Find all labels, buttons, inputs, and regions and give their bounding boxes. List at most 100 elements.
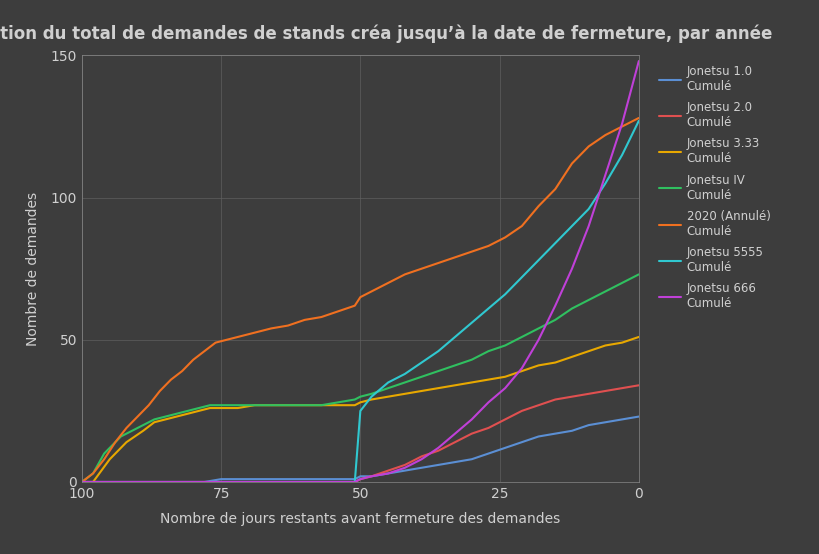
Line: Jonetsu 1.0
Cumulé: Jonetsu 1.0 Cumulé xyxy=(82,417,639,482)
Jonetsu 2.0
Cumulé xyxy=(350,479,360,485)
Jonetsu 1.0
Cumulé xyxy=(383,470,393,477)
Jonetsu 666
Cumulé xyxy=(149,479,159,485)
Jonetsu IV
Cumulé xyxy=(172,411,182,417)
2020 (Annulé)
Cumulé xyxy=(517,223,527,229)
Jonetsu 1.0
Cumulé xyxy=(417,464,427,471)
2020 (Annulé)
Cumulé xyxy=(77,479,87,485)
Jonetsu 666
Cumulé xyxy=(383,470,393,477)
Jonetsu 5555
Cumulé xyxy=(149,479,159,485)
Jonetsu 5555
Cumulé xyxy=(200,479,210,485)
Jonetsu 2.0
Cumulé xyxy=(584,391,594,397)
Jonetsu 1.0
Cumulé xyxy=(350,476,360,483)
Jonetsu 3.33
Cumulé xyxy=(161,416,170,423)
Jonetsu IV
Cumulé xyxy=(194,405,204,412)
Jonetsu 2.0
Cumulé xyxy=(116,479,126,485)
2020 (Annulé)
Cumulé xyxy=(244,331,254,337)
Jonetsu 3.33
Cumulé xyxy=(183,411,192,417)
Line: Jonetsu 2.0
Cumulé: Jonetsu 2.0 Cumulé xyxy=(82,385,639,482)
2020 (Annulé)
Cumulé xyxy=(133,413,143,420)
Jonetsu IV
Cumulé xyxy=(316,402,326,408)
Jonetsu 5555
Cumulé xyxy=(166,479,176,485)
Jonetsu 5555
Cumulé xyxy=(483,305,493,312)
Jonetsu 2.0
Cumulé xyxy=(355,476,365,483)
Jonetsu 3.33
Cumulé xyxy=(88,479,98,485)
Jonetsu 2.0
Cumulé xyxy=(433,448,443,454)
Jonetsu 1.0
Cumulé xyxy=(116,479,126,485)
2020 (Annulé)
Cumulé xyxy=(283,322,293,329)
Jonetsu 3.33
Cumulé xyxy=(550,359,560,366)
2020 (Annulé)
Cumulé xyxy=(483,243,493,249)
Jonetsu 666
Cumulé xyxy=(250,479,260,485)
Jonetsu 5555
Cumulé xyxy=(216,479,226,485)
Jonetsu 2.0
Cumulé xyxy=(250,479,260,485)
Jonetsu IV
Cumulé xyxy=(333,399,343,406)
Jonetsu 1.0
Cumulé xyxy=(166,479,176,485)
Jonetsu 5555
Cumulé xyxy=(283,479,293,485)
Jonetsu IV
Cumulé xyxy=(534,325,544,332)
Jonetsu 666
Cumulé xyxy=(400,464,410,471)
2020 (Annulé)
Cumulé xyxy=(233,334,242,340)
Jonetsu 5555
Cumulé xyxy=(467,320,477,326)
Jonetsu 3.33
Cumulé xyxy=(600,342,610,349)
Jonetsu 666
Cumulé xyxy=(316,479,326,485)
Jonetsu 2.0
Cumulé xyxy=(88,479,98,485)
Jonetsu 2.0
Cumulé xyxy=(283,479,293,485)
Jonetsu IV
Cumulé xyxy=(88,470,98,477)
Jonetsu 666
Cumulé xyxy=(433,444,443,451)
Jonetsu 3.33
Cumulé xyxy=(194,408,204,414)
Jonetsu 2.0
Cumulé xyxy=(149,479,159,485)
Jonetsu IV
Cumulé xyxy=(367,391,377,397)
Jonetsu IV
Cumulé xyxy=(99,450,109,457)
Jonetsu 5555
Cumulé xyxy=(99,479,109,485)
Jonetsu 3.33
Cumulé xyxy=(316,402,326,408)
Jonetsu 666
Cumulé xyxy=(467,416,477,423)
Jonetsu 1.0
Cumulé xyxy=(316,476,326,483)
Jonetsu 1.0
Cumulé xyxy=(550,430,560,437)
Jonetsu 3.33
Cumulé xyxy=(517,368,527,375)
Jonetsu 1.0
Cumulé xyxy=(300,476,310,483)
Jonetsu IV
Cumulé xyxy=(550,316,560,323)
Jonetsu 5555
Cumulé xyxy=(133,479,143,485)
2020 (Annulé)
Cumulé xyxy=(188,356,198,363)
Jonetsu 666
Cumulé xyxy=(634,58,644,64)
Jonetsu 666
Cumulé xyxy=(216,479,226,485)
Jonetsu 1.0
Cumulé xyxy=(584,422,594,428)
Jonetsu 5555
Cumulé xyxy=(500,291,510,297)
2020 (Annulé)
Cumulé xyxy=(400,271,410,278)
Jonetsu 2.0
Cumulé xyxy=(216,479,226,485)
Jonetsu 666
Cumulé xyxy=(417,456,427,463)
Jonetsu 666
Cumulé xyxy=(350,479,360,485)
Jonetsu IV
Cumulé xyxy=(205,402,215,408)
Jonetsu 3.33
Cumulé xyxy=(350,402,360,408)
Jonetsu 666
Cumulé xyxy=(333,479,343,485)
Jonetsu 5555
Cumulé xyxy=(584,206,594,212)
Jonetsu IV
Cumulé xyxy=(233,402,242,408)
Jonetsu 3.33
Cumulé xyxy=(300,402,310,408)
Jonetsu 666
Cumulé xyxy=(200,479,210,485)
Jonetsu 5555
Cumulé xyxy=(350,479,360,485)
Jonetsu 3.33
Cumulé xyxy=(383,393,393,400)
Jonetsu 1.0
Cumulé xyxy=(517,439,527,445)
Jonetsu 3.33
Cumulé xyxy=(467,379,477,386)
Jonetsu 1.0
Cumulé xyxy=(149,479,159,485)
Jonetsu 666
Cumulé xyxy=(367,473,377,480)
Jonetsu 2.0
Cumulé xyxy=(567,393,577,400)
Line: 2020 (Annulé)
Cumulé: 2020 (Annulé) Cumulé xyxy=(82,118,639,482)
Jonetsu 666
Cumulé xyxy=(483,399,493,406)
Jonetsu 3.33
Cumulé xyxy=(283,402,293,408)
Jonetsu 2.0
Cumulé xyxy=(500,416,510,423)
Jonetsu 1.0
Cumulé xyxy=(200,479,210,485)
Jonetsu 2.0
Cumulé xyxy=(300,479,310,485)
2020 (Annulé)
Cumulé xyxy=(177,368,187,375)
Jonetsu IV
Cumulé xyxy=(355,393,365,400)
Jonetsu 666
Cumulé xyxy=(534,336,544,343)
2020 (Annulé)
Cumulé xyxy=(567,160,577,167)
Jonetsu 5555
Cumulé xyxy=(183,479,192,485)
Jonetsu 1.0
Cumulé xyxy=(266,476,276,483)
2020 (Annulé)
Cumulé xyxy=(155,388,165,394)
Jonetsu 3.33
Cumulé xyxy=(149,419,159,425)
Jonetsu 5555
Cumulé xyxy=(333,479,343,485)
Jonetsu 1.0
Cumulé xyxy=(467,456,477,463)
Jonetsu 3.33
Cumulé xyxy=(534,362,544,369)
Jonetsu 2.0
Cumulé xyxy=(316,479,326,485)
